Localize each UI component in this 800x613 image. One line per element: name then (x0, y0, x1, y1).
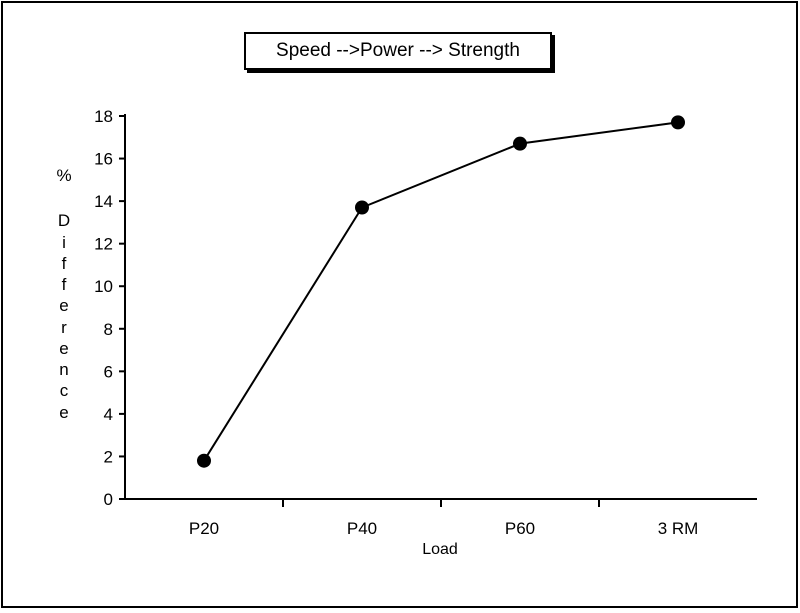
y-tick-label: 18 (94, 107, 113, 126)
x-tick-label: P40 (347, 519, 377, 538)
x-tick-label: P60 (505, 519, 535, 538)
data-point (671, 115, 685, 130)
data-point (513, 136, 527, 151)
x-tick-label: P20 (189, 519, 219, 538)
data-point (355, 200, 369, 215)
y-axis-label-char: e (59, 338, 69, 358)
y-axis-label-char: c (59, 381, 69, 401)
y-tick-label: 14 (94, 192, 113, 211)
x-tick-label: 3 RM (658, 519, 699, 538)
chart-title: Speed -->Power --> Strength (244, 32, 552, 70)
y-axis-label-char: f (61, 253, 67, 273)
y-tick-label: 2 (104, 447, 113, 466)
y-axis-label-char: e (59, 402, 69, 422)
y-axis-label-char: % (56, 166, 72, 185)
y-axis-label-char: D (57, 211, 71, 231)
y-tick-label: 6 (104, 362, 113, 381)
y-tick-label: 10 (94, 277, 113, 296)
y-tick-label: 16 (94, 150, 113, 169)
y-tick-label: 12 (94, 235, 113, 254)
y-axis-label-char: r (61, 317, 67, 337)
y-axis-label-char: i (62, 232, 66, 252)
y-axis-label-char: e (59, 296, 69, 316)
x-axis-label: Load (422, 541, 458, 558)
series-line (203, 121, 679, 462)
y-axis-label-char: n (59, 360, 69, 379)
y-tick-label: 8 (104, 320, 113, 339)
y-tick-label: 4 (104, 405, 113, 424)
y-axis-label-char: f (61, 275, 67, 294)
data-point (197, 453, 211, 468)
y-tick-label: 0 (104, 490, 113, 509)
